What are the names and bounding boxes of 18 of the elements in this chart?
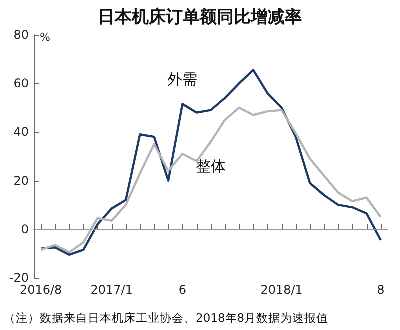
y-tick-label: 40 [14,125,29,140]
text: （注）数据来自日本机床工业协会、2018年8月数据为速报值 [4,311,329,325]
y-tick-label: 20 [14,174,29,188]
y-axis-title: % [40,31,50,44]
chart-title: 日本机床订单额同比增减率 [98,8,302,28]
y-tick-label: 60 [14,76,29,91]
series-label: 整体 [196,157,226,176]
x-tick-label: 2018/1 [260,283,303,297]
x-tick-label: 2017/1 [90,283,133,297]
line-series [40,106,382,254]
y-tick-label: 80 [14,28,29,42]
y-tick-label: -20 [9,271,29,285]
y-tick-label: 0 [21,222,29,236]
line-series [40,69,382,256]
series-label: 外需 [168,70,198,89]
x-tick-label: 8 [377,283,385,297]
x-tick-label: 6 [178,283,186,297]
x-tick-label: 2016/8 [20,283,62,297]
